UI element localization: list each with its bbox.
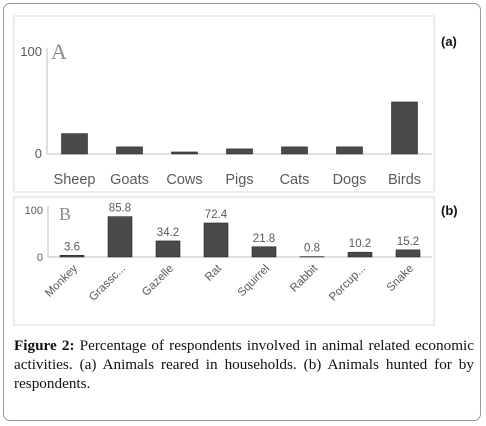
- caption-text: Percentage of respondents involved in an…: [14, 337, 474, 392]
- data-label: 85.8: [109, 203, 131, 215]
- bar: [281, 146, 308, 155]
- inset-label-a: A: [51, 39, 67, 64]
- chart-panel-a: (a) A 0 100 Sheep Goats Cows Pigs Cats Dogs Bir…: [13, 15, 457, 193]
- category-label: Cows: [166, 172, 202, 188]
- bar: [59, 255, 85, 258]
- bars-b: [59, 216, 421, 258]
- y-ticks-a: 0 100: [20, 44, 42, 161]
- category-label: Cats: [280, 172, 310, 188]
- caption-label: Figure 2:: [14, 337, 75, 354]
- category-label: Birds: [388, 172, 421, 188]
- data-label: 34.2: [157, 227, 179, 239]
- plot-area-a: [13, 15, 435, 193]
- data-label: 15.2: [397, 236, 419, 248]
- bar: [171, 151, 198, 155]
- bar: [251, 246, 277, 258]
- panel-tag-b: (b): [441, 203, 458, 218]
- bar: [226, 148, 253, 155]
- plot-area-b: [13, 196, 435, 326]
- category-label: Sheep: [54, 172, 96, 188]
- bar: [347, 251, 373, 258]
- data-label: 21.8: [253, 233, 275, 245]
- panel-tag-a: (a): [441, 34, 457, 49]
- y-tick-label: 0: [35, 146, 42, 161]
- category-label: Dogs: [333, 172, 367, 188]
- data-label: 3.6: [64, 241, 80, 253]
- bar: [107, 216, 133, 258]
- category-labels-a: Sheep Goats Cows Pigs Cats Dogs Birds: [54, 172, 421, 188]
- bar: [155, 240, 181, 258]
- bar: [391, 101, 418, 155]
- category-label: Goats: [110, 172, 149, 188]
- figure-caption: Figure 2: Percentage of respondents invo…: [14, 336, 474, 393]
- bar: [336, 146, 363, 155]
- y-tick-label: 0: [37, 252, 43, 264]
- bar: [61, 133, 88, 155]
- bar: [203, 222, 229, 258]
- data-labels-b: 3.6 85.8 34.2 72.4 21.8 0.8 10.2 15.2: [64, 203, 419, 255]
- bar: [395, 249, 421, 258]
- inset-label-b: B: [59, 204, 71, 224]
- chart-panel-b: (b) B 0 100 3.6 85.8 34.2 72.4 21.8 0.8 10.2 15.…: [13, 196, 458, 326]
- data-label: 0.8: [304, 243, 320, 255]
- bars-a: [61, 101, 418, 155]
- category-label: Pigs: [225, 172, 253, 188]
- data-label: 72.4: [205, 209, 228, 221]
- y-tick-label: 100: [25, 205, 43, 217]
- y-tick-label: 100: [20, 44, 42, 59]
- data-label: 10.2: [349, 238, 371, 250]
- bar: [116, 146, 143, 155]
- y-ticks-b: 0 100: [25, 205, 43, 264]
